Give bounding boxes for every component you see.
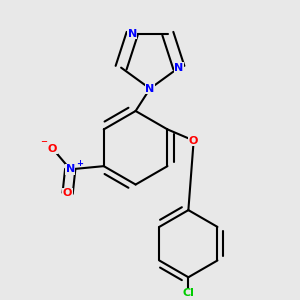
Text: +: + xyxy=(76,159,83,168)
Text: O: O xyxy=(63,188,72,198)
Text: N: N xyxy=(174,63,184,73)
Text: N: N xyxy=(146,84,154,94)
Text: −: − xyxy=(40,137,47,146)
Text: O: O xyxy=(189,136,198,146)
Text: N: N xyxy=(128,29,137,39)
Text: O: O xyxy=(48,144,57,154)
Text: Cl: Cl xyxy=(182,288,194,298)
Text: N: N xyxy=(66,164,75,174)
